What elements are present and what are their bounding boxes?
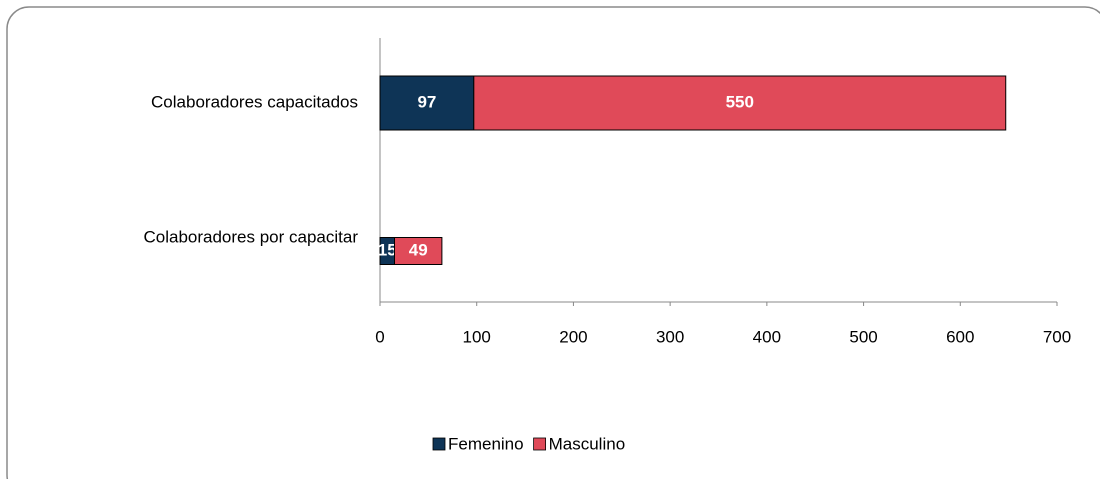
y-tick-label: Colaboradores por capacitar — [143, 227, 358, 246]
legend-label: Femenino — [448, 434, 524, 453]
x-tick-label: 100 — [463, 327, 491, 346]
data-label: 15 — [378, 240, 397, 259]
data-label: 97 — [417, 92, 436, 111]
x-tick-label: 600 — [946, 327, 974, 346]
data-label: 550 — [726, 92, 754, 111]
legend-swatch — [432, 437, 446, 451]
data-label: 49 — [409, 240, 428, 259]
x-tick-label: 700 — [1043, 327, 1071, 346]
y-tick-label: Colaboradores capacitados — [151, 92, 358, 111]
legend-label: Masculino — [549, 434, 626, 453]
x-tick-label: 400 — [753, 327, 781, 346]
bar-segment — [473, 75, 1007, 131]
bar-segment — [394, 237, 443, 265]
x-tick-label: 0 — [375, 327, 384, 346]
x-tick-label: 300 — [656, 327, 684, 346]
legend-swatch — [533, 437, 547, 451]
x-tick-label: 200 — [559, 327, 587, 346]
bar-segment — [379, 75, 475, 131]
x-tick-label: 500 — [849, 327, 877, 346]
